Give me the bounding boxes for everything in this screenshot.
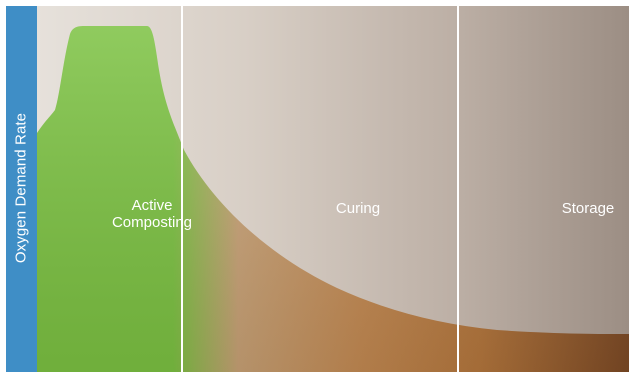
oxygen-demand-plot [37,6,629,372]
curve-shading [37,26,629,372]
y-axis-band [6,6,37,372]
plot-area: Active Composting Curing Storage [37,6,629,372]
y-axis-label: Oxygen Demand Rate [12,112,30,264]
phase-label-storage: Storage [561,200,615,217]
phase-label-active-composting: Active Composting [102,197,202,231]
phase-label-curing: Curing [335,200,381,217]
phase-label-active-line1: Active [131,197,173,214]
phase-label-active-line2: Composting [111,214,193,231]
